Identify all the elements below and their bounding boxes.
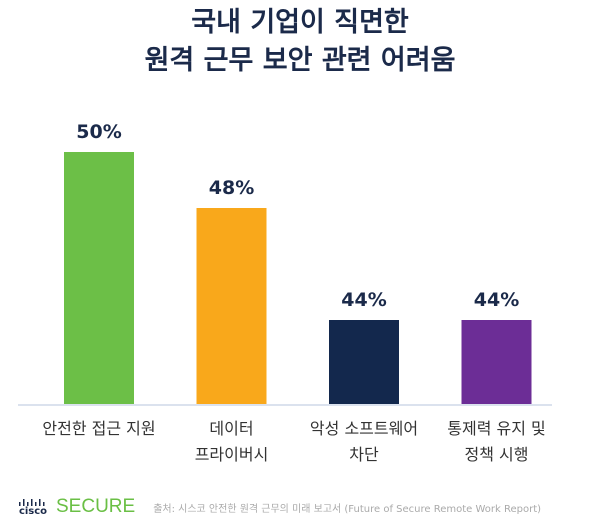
cisco-logo: cisco (18, 498, 48, 517)
data-label: 44% (474, 289, 519, 311)
category-label: 프라이버시 (195, 445, 269, 464)
category-label: 정책 시행 (465, 445, 529, 464)
product-name: SECURE (56, 496, 136, 517)
category-label: 통제력 유지 및 (447, 419, 546, 438)
footer: cisco SECURE 출처: 시스코 안전한 원격 근무의 미래 보고서 (… (18, 496, 541, 518)
data-label: 48% (209, 177, 254, 199)
category-label: 데이터 (209, 419, 253, 438)
title-line-2: 원격 근무 보안 관련 어려움 (144, 45, 456, 76)
data-label: 44% (341, 289, 386, 311)
category-label: 악성 소프트웨어 (310, 419, 418, 438)
category-label: 안전한 접근 지원 (42, 419, 155, 438)
cisco-wordmark: cisco (18, 505, 48, 517)
cisco-bars-icon (19, 498, 45, 506)
source-note: 출처: 시스코 안전한 원격 근무의 미래 보고서 (Future of Sec… (153, 503, 542, 515)
bar (461, 320, 532, 404)
category-label: 차단 (349, 445, 379, 464)
bar (196, 208, 267, 404)
bar (64, 152, 134, 404)
data-label: 50% (76, 121, 121, 143)
title-line-1: 국내 기업이 직면한 (191, 7, 409, 38)
bar (329, 320, 399, 404)
